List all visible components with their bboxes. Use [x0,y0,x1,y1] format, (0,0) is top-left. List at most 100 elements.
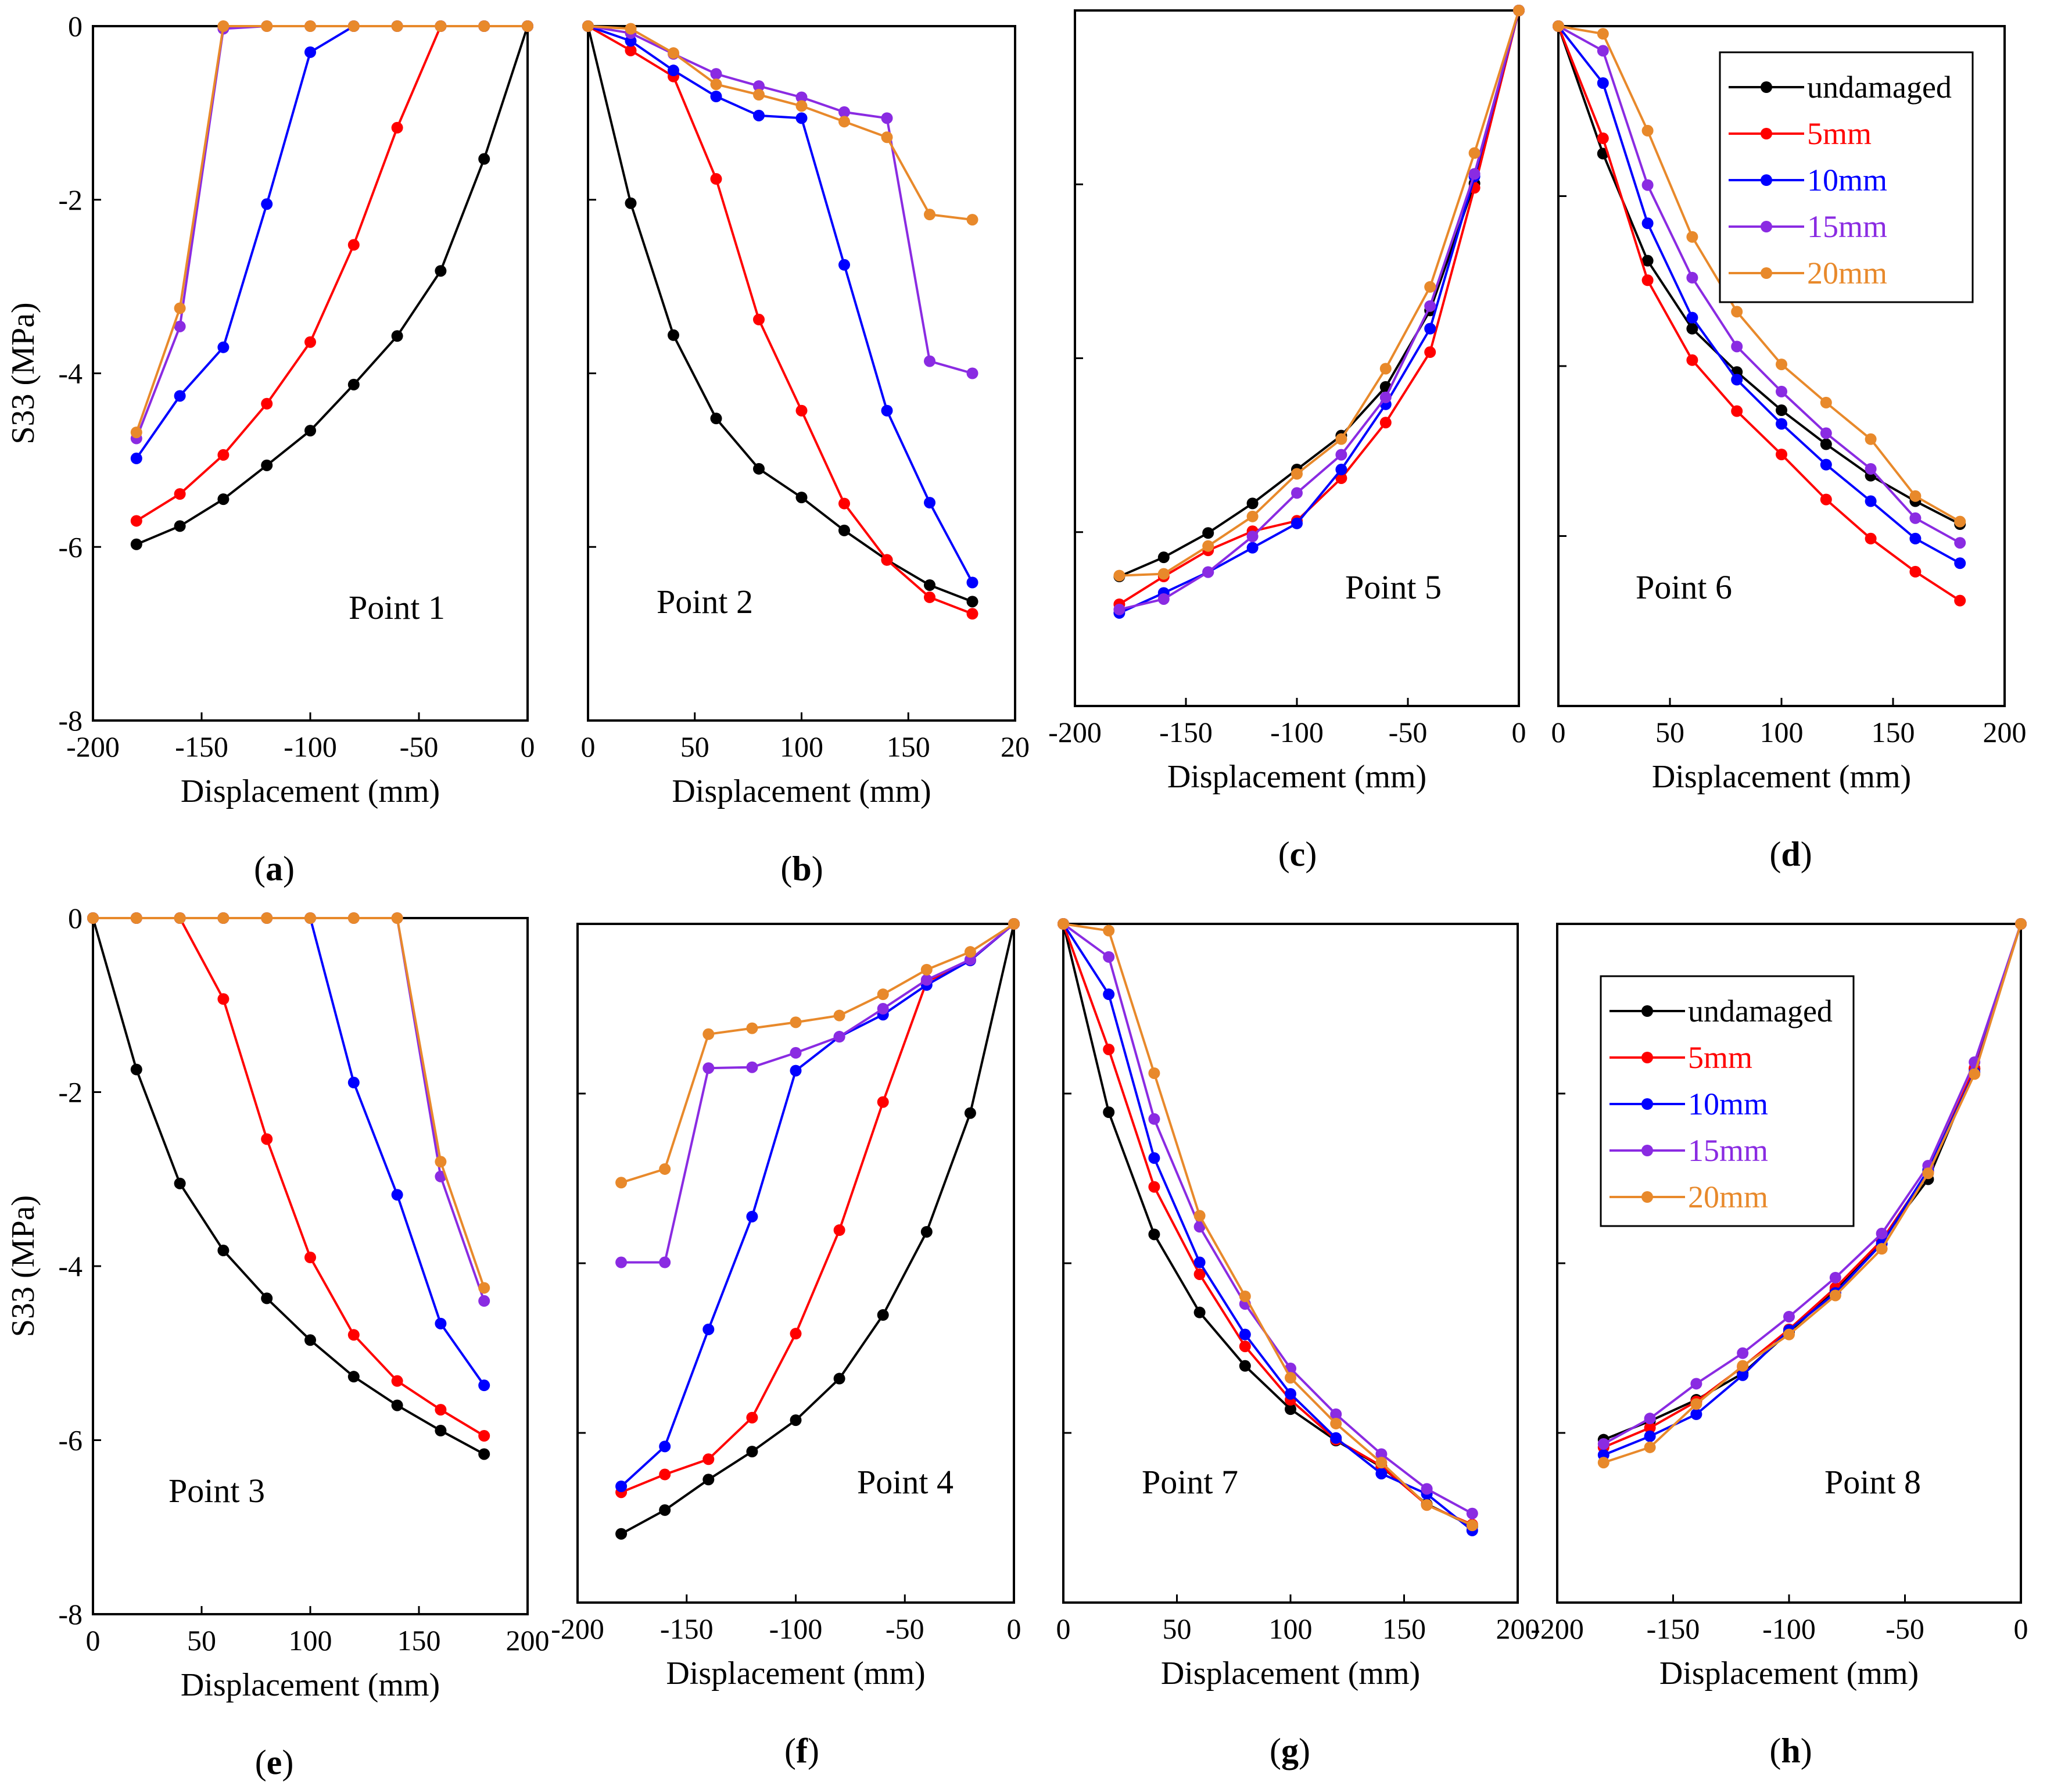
data-point [130,515,142,527]
data-point [1291,468,1303,480]
data-point [1776,449,1787,461]
data-point [833,1009,845,1022]
data-point [1202,566,1214,578]
data-point [1597,1438,1609,1450]
data-point [838,497,850,510]
y-tick-label: -8 [58,704,83,737]
legend-marker [1641,1052,1653,1063]
series-15mm [1553,20,1966,549]
data-point [668,47,679,59]
data-point [347,378,360,390]
data-point [1641,255,1654,267]
data-point [790,1414,802,1427]
series-line [1557,25,1961,565]
data-point [1597,28,1609,40]
series-line [620,923,1015,1488]
point-label: Point 4 [857,1463,953,1501]
legend-label: 20mm [1807,256,1887,291]
data-point [753,463,765,475]
panel-a: -200 -150 -100 -50 0 -8 -6 -4 -2 0 Displacement (m… [5,10,535,888]
series-10mm [1113,5,1525,619]
series-15mm [1597,918,2027,1450]
data-point [1865,433,1877,445]
data-point [1379,417,1392,429]
data-point [1424,346,1436,359]
data-point [1641,124,1654,137]
series-15mm [1058,918,1478,1519]
series-line [93,917,486,1289]
data-point [1909,490,1922,502]
series-5mm [1058,918,1478,1531]
data-point [1686,322,1698,335]
y-tick-label: -2 [58,184,83,216]
legend: undamaged 5mm 10mm 15mm 20mm [1719,51,1974,303]
data-point [1424,300,1436,312]
data-point [710,90,722,102]
legend-label: undamaged [1807,70,1952,105]
data-point [1246,510,1259,522]
data-point [659,1468,671,1481]
data-point [753,80,765,92]
data-point [435,1317,447,1329]
data-point [130,427,142,439]
series-undamaged [615,918,1020,1540]
legend-label: 15mm [1807,209,1887,244]
legend-marker [1641,1005,1653,1017]
data-point [1690,1398,1702,1410]
data-point [1239,1341,1251,1353]
x-tick-label: -200 [1530,1612,1584,1645]
data-point [659,1256,671,1268]
data-point [1291,487,1303,499]
data-point [1379,363,1392,375]
legend-marker [1761,128,1772,139]
x-tick-label: -50 [886,1612,924,1645]
legend-marker [1761,267,1772,279]
data-point [668,64,679,77]
data-point [1731,374,1743,386]
data-point [1008,918,1020,930]
legend-label: 15mm [1688,1133,1768,1168]
data-point [261,459,273,471]
series-20mm [1553,20,1966,528]
data-point [391,1189,403,1201]
point-label: Point 3 [169,1472,265,1510]
x-tick-label: 50 [1163,1612,1192,1645]
data-point [347,20,360,32]
data-point [625,197,637,209]
data-point [1737,1369,1749,1381]
data-point [478,1448,490,1460]
x-tick-label: -100 [1762,1612,1816,1645]
data-point [1193,1268,1206,1280]
data-point [1466,1507,1478,1519]
data-point [625,44,637,56]
data-point [391,1375,403,1387]
data-point [304,1334,316,1346]
series-20mm [615,918,1020,1189]
series-line [587,25,973,221]
data-point [710,68,722,80]
data-point [1157,551,1170,564]
x-axis-label: Displacement (mm) [1652,759,1911,795]
x-tick-label: 200 [1496,1612,1540,1645]
series-line [587,25,973,375]
legend-marker [1641,1098,1653,1110]
x-tick-label: -150 [1159,716,1213,748]
data-point [1103,924,1115,937]
series-line [93,917,485,1437]
data-point [1553,20,1564,32]
data-point [924,497,935,509]
series-line [93,917,485,1386]
series-15mm [87,912,490,1307]
x-tick-label: 0 [1056,1612,1071,1645]
series-line [1119,10,1520,614]
panel-e: 0 50 100 150 200 -8 -6 -4 -2 0 Displacement (mm) S3… [5,902,550,1782]
data-point [1375,1468,1388,1480]
data-point [1113,569,1125,582]
x-tick-label: 0 [521,730,535,763]
x-tick-label: -200 [66,730,120,763]
x-tick-label: 20 [1001,730,1030,763]
data-point [1909,532,1922,544]
data-point [217,341,230,353]
data-point [435,1156,447,1168]
data-point [1468,147,1481,159]
